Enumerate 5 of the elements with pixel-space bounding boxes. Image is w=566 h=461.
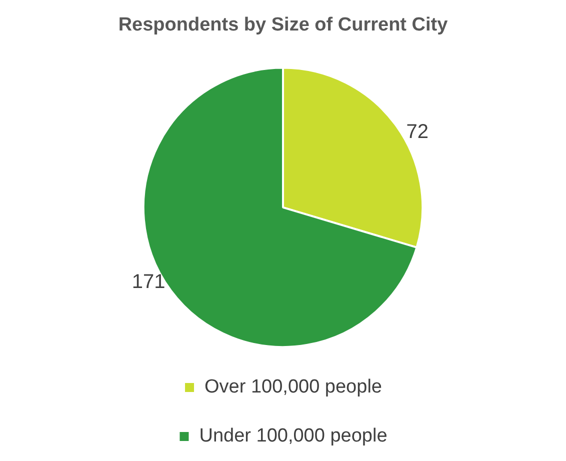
legend-label: Under 100,000 people: [199, 426, 388, 447]
data-label: 171: [132, 270, 166, 293]
legend-label: Over 100,000 people: [204, 376, 382, 398]
chart-title: Respondents by Size of Current City: [118, 14, 448, 36]
data-label: 72: [406, 120, 429, 143]
